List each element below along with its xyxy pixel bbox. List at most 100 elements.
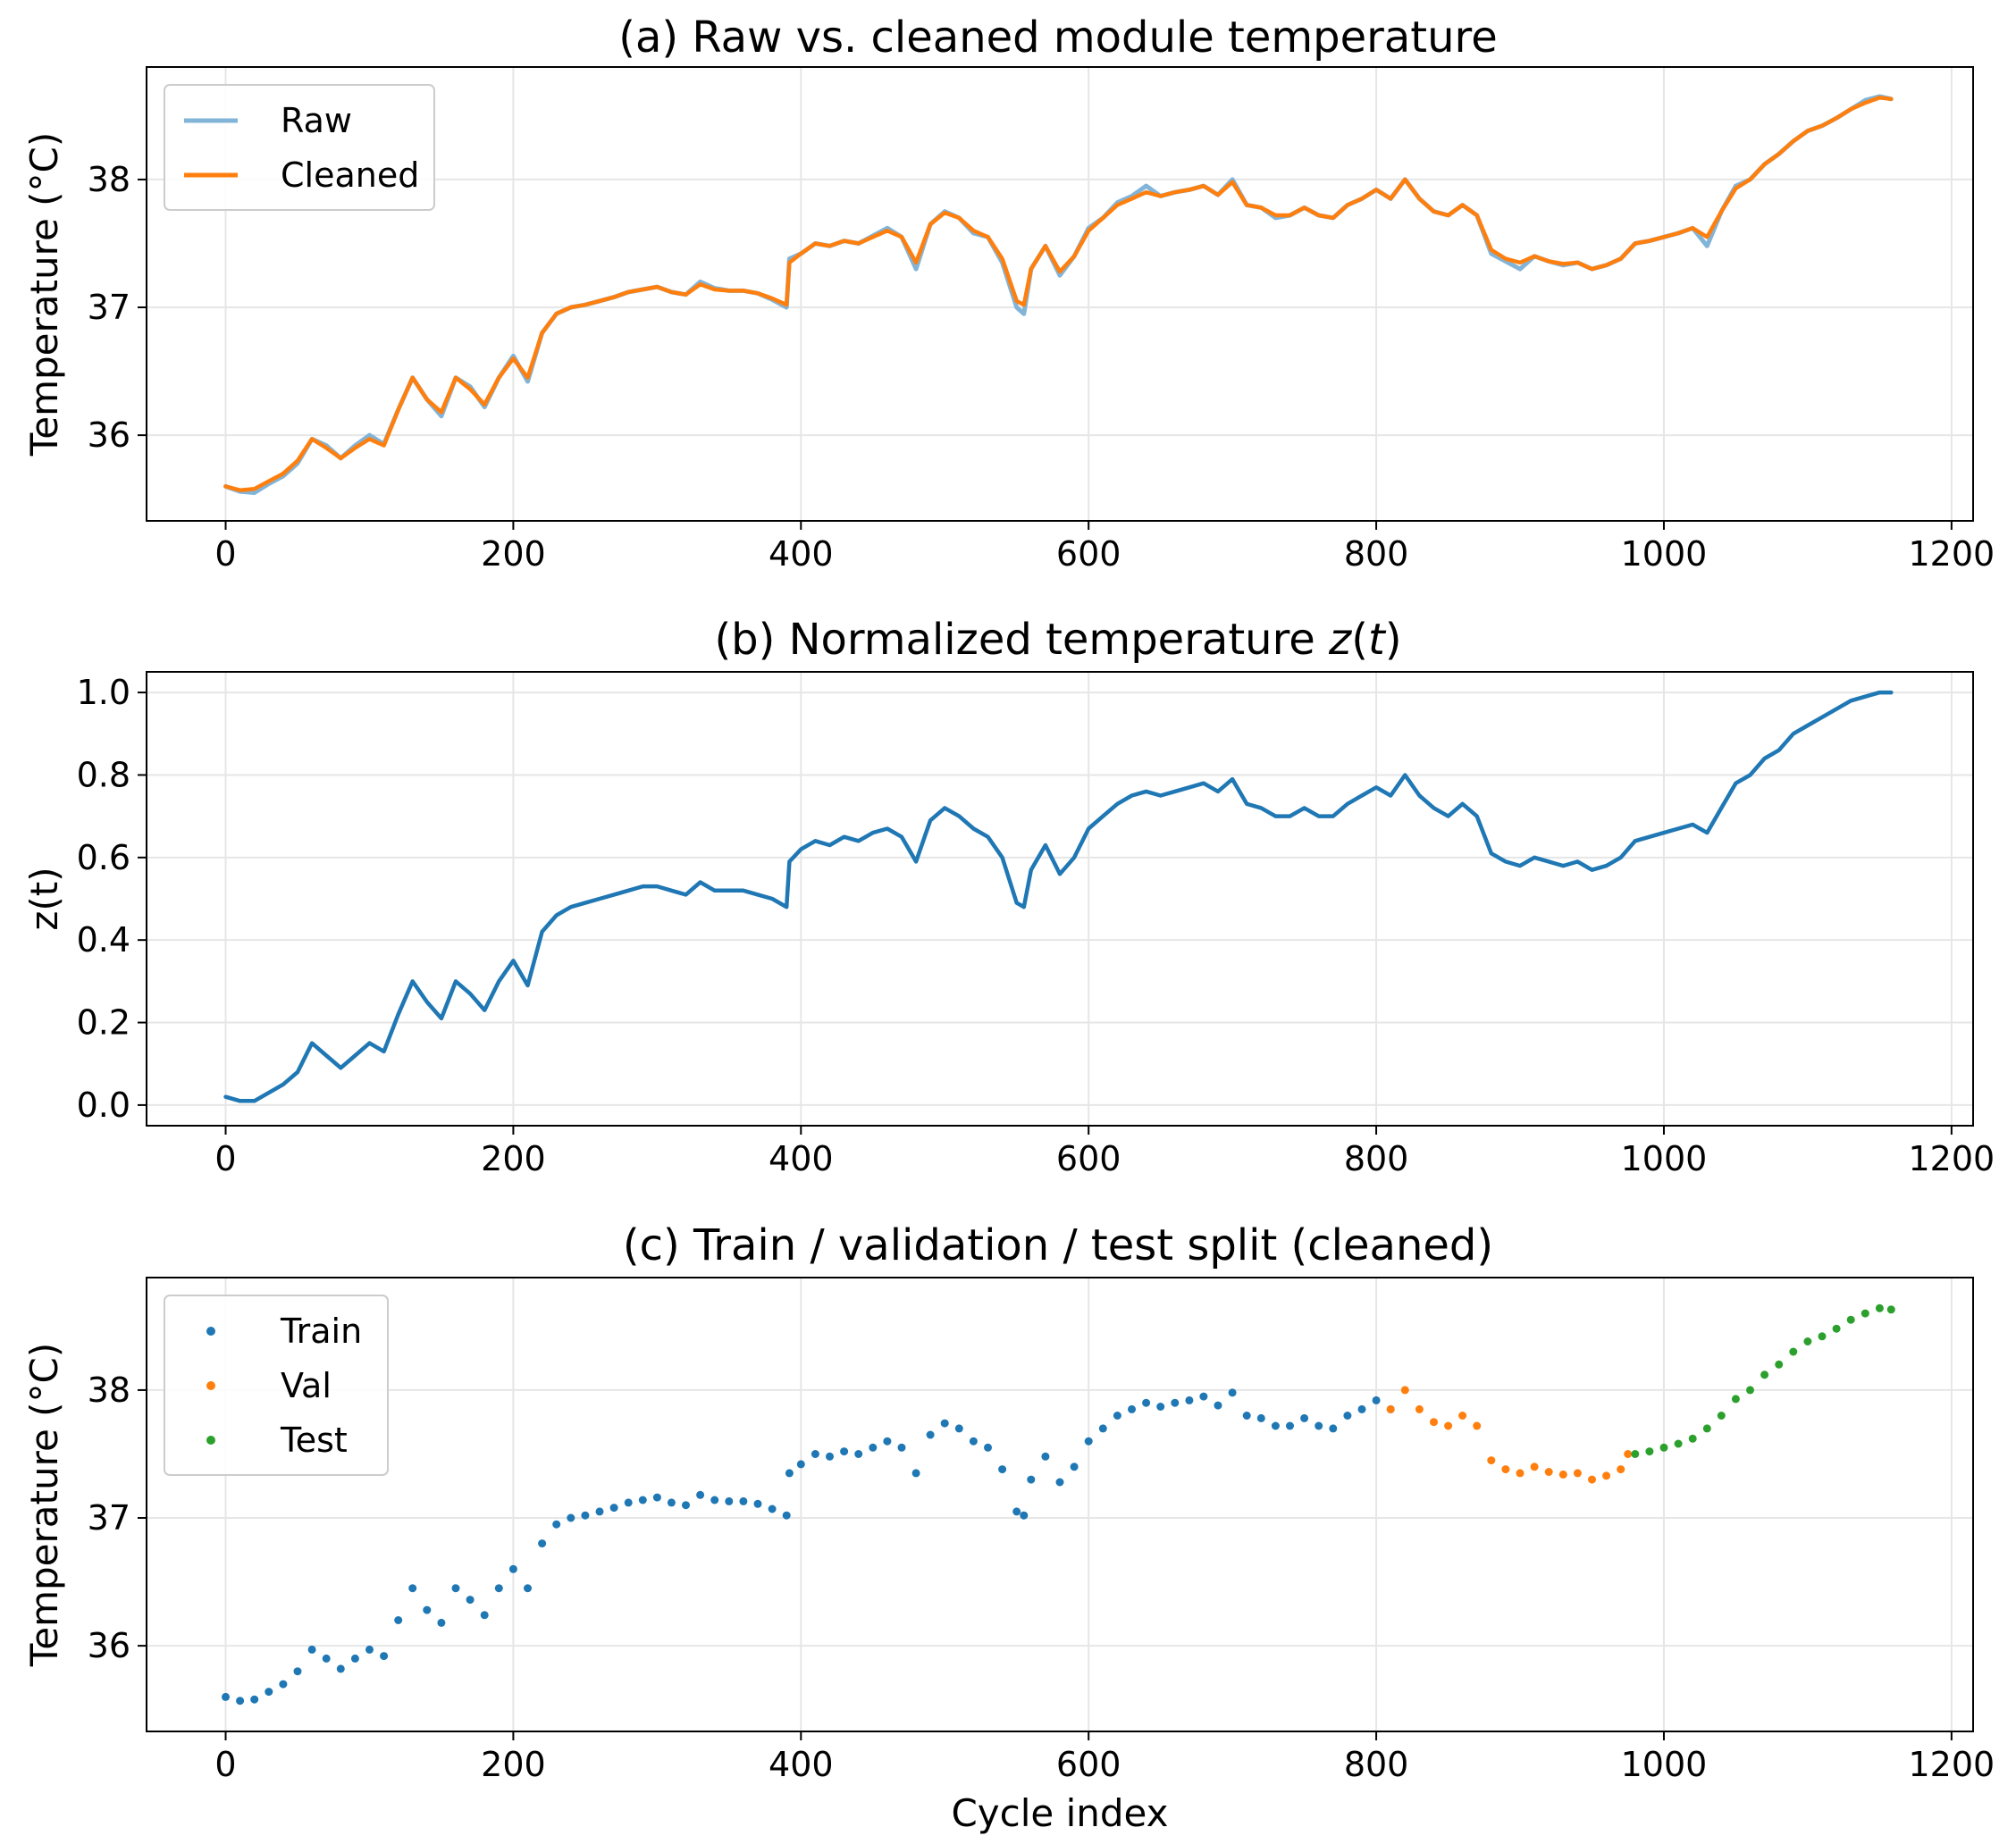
panel-a-ticks: 0 200 400 600 800 1000 1200 36 37 38: [88, 160, 1995, 574]
point-train: [336, 1664, 345, 1673]
point-train: [984, 1443, 992, 1452]
ytick-label: 38: [88, 1370, 130, 1410]
point-train: [1027, 1475, 1036, 1484]
point-train: [696, 1490, 705, 1499]
point-train: [811, 1450, 819, 1458]
point-val: [1558, 1470, 1567, 1479]
point-test: [1803, 1337, 1812, 1345]
point-test: [1659, 1443, 1668, 1452]
point-train: [222, 1692, 230, 1701]
point-train: [911, 1469, 920, 1478]
series-train: [222, 1388, 1395, 1706]
point-train: [508, 1564, 517, 1573]
point-train: [322, 1654, 331, 1663]
point-train: [1012, 1507, 1021, 1516]
xtick-label: 400: [769, 534, 834, 574]
point-train: [394, 1616, 403, 1624]
ytick-label: 0.4: [77, 920, 130, 960]
point-train: [1343, 1412, 1352, 1420]
point-train: [840, 1447, 849, 1456]
point-train: [1171, 1398, 1180, 1407]
point-test: [1645, 1447, 1654, 1456]
panel-b-title: (b) Normalized temperature z(t): [714, 615, 1401, 665]
point-test: [1886, 1305, 1895, 1314]
legend-label-raw: Raw: [281, 101, 352, 140]
point-train: [538, 1539, 547, 1548]
point-train: [1242, 1412, 1251, 1420]
point-test: [1717, 1412, 1726, 1420]
point-train: [1357, 1404, 1366, 1413]
point-train: [293, 1667, 302, 1676]
point-train: [466, 1596, 475, 1605]
point-train: [1329, 1424, 1338, 1433]
legend-label-test: Test: [280, 1421, 348, 1460]
point-train: [423, 1605, 432, 1614]
xtick-label: 0: [214, 1745, 236, 1784]
point-val: [1602, 1471, 1611, 1480]
panel-c-series: [222, 1303, 1895, 1706]
point-train: [869, 1443, 878, 1452]
point-test: [1875, 1303, 1884, 1312]
point-train: [940, 1419, 949, 1428]
xtick-label: 1200: [1908, 534, 1995, 574]
panel-b: (b) Normalized temperature z(t) 0 200 400 6…: [22, 615, 1995, 1178]
point-val: [1544, 1468, 1553, 1476]
point-test: [1631, 1450, 1640, 1458]
point-train: [265, 1688, 273, 1697]
point-train: [1214, 1401, 1222, 1410]
point-train: [753, 1499, 762, 1508]
point-val: [1624, 1450, 1633, 1458]
point-train: [350, 1654, 359, 1663]
point-train: [567, 1513, 575, 1522]
point-val: [1473, 1421, 1482, 1430]
point-train: [1113, 1412, 1121, 1420]
point-train: [897, 1443, 906, 1452]
panel-a-ylabel: Temperature (°C): [22, 132, 66, 457]
point-train: [408, 1584, 417, 1593]
point-train: [796, 1460, 805, 1469]
point-train: [739, 1496, 748, 1505]
point-train: [667, 1498, 676, 1507]
xtick-label: 600: [1056, 1745, 1121, 1784]
point-train: [1041, 1452, 1050, 1461]
point-train: [725, 1496, 734, 1505]
panel-b-title-t: t: [1368, 615, 1387, 665]
panel-c-legend: Train Val Test: [164, 1295, 389, 1476]
point-train: [782, 1511, 791, 1520]
point-train: [998, 1465, 1007, 1474]
point-train: [451, 1584, 460, 1593]
point-train: [1271, 1421, 1280, 1430]
point-train: [1070, 1463, 1079, 1471]
point-val: [1617, 1465, 1625, 1474]
point-train: [480, 1611, 489, 1620]
xtick-label: 400: [769, 1139, 834, 1178]
ytick-label: 37: [88, 1498, 130, 1538]
panel-a: (a) Raw vs. cleaned module temperature 0…: [22, 13, 1995, 574]
point-train: [1055, 1478, 1064, 1487]
point-train: [1098, 1424, 1107, 1433]
ytick-label: 36: [88, 1626, 130, 1665]
series-line-z-t-: [223, 690, 1894, 1103]
panel-b-axes-frame: [146, 671, 1974, 1127]
point-test: [1775, 1360, 1784, 1369]
point-test: [1760, 1370, 1769, 1379]
xtick-label: 200: [481, 534, 546, 574]
legend-swatch-train: [206, 1327, 215, 1336]
point-val: [1516, 1469, 1525, 1478]
point-train: [1256, 1413, 1265, 1422]
point-train: [1185, 1396, 1194, 1404]
series-val: [1386, 1386, 1633, 1484]
xtick-label: 800: [1344, 1745, 1409, 1784]
point-train: [581, 1511, 590, 1520]
point-train: [768, 1505, 777, 1513]
xtick-label: 1000: [1621, 534, 1708, 574]
point-val: [1430, 1418, 1438, 1427]
legend-box: [164, 84, 435, 211]
panel-b-title-z: z: [1328, 615, 1353, 665]
xtick-label: 200: [481, 1139, 546, 1178]
legend-label-train: Train: [280, 1312, 362, 1351]
point-train: [652, 1493, 661, 1502]
xtick-label: 600: [1056, 534, 1121, 574]
point-test: [1832, 1324, 1841, 1333]
